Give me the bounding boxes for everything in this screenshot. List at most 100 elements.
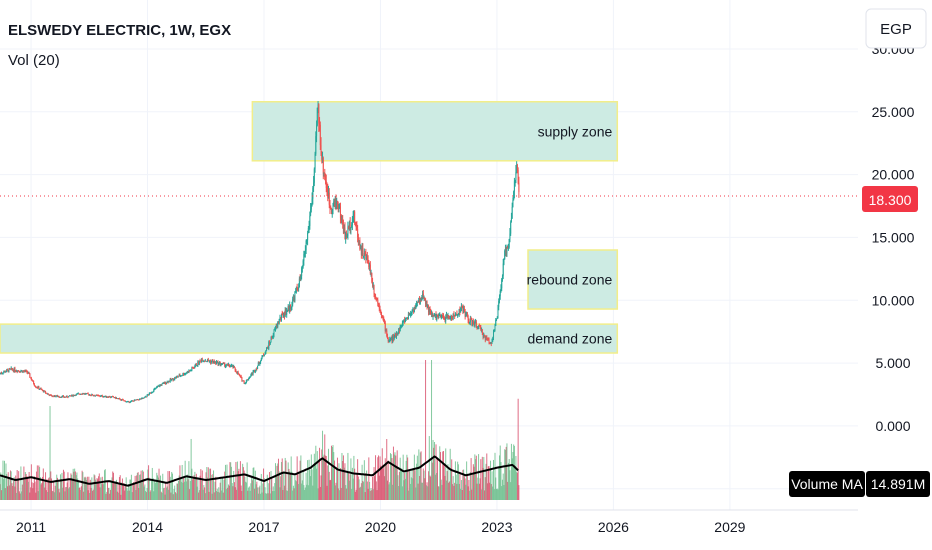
candle-body (180, 375, 182, 377)
volume-bar (487, 483, 489, 500)
candle-body (56, 395, 58, 397)
volume-bar (52, 491, 54, 500)
volume-bar (85, 477, 87, 500)
candle-body (469, 318, 471, 323)
candle-body (430, 311, 432, 314)
candle-body (356, 225, 358, 229)
candle-body (31, 380, 33, 382)
volume-bar (449, 448, 451, 500)
candle-body (416, 302, 418, 304)
candle-body (158, 385, 160, 387)
volume-bar (158, 468, 160, 500)
currency-button[interactable]: EGP (865, 8, 927, 49)
candle-body (466, 312, 468, 315)
candle-body (337, 205, 339, 209)
candle-body (510, 218, 512, 223)
candle-body (93, 395, 95, 397)
volume-bar (160, 491, 162, 500)
volume-ma-badge-value: 14.891M (871, 476, 925, 492)
volume-bar (194, 471, 196, 500)
volume-bar (109, 493, 111, 500)
volume-bar (92, 489, 94, 500)
candle-body (435, 314, 437, 320)
candle-body (121, 399, 123, 401)
candle-body (366, 256, 368, 260)
candle-body (236, 372, 238, 374)
volume-bar (36, 465, 38, 500)
candle-body (400, 326, 402, 328)
volume-bar (391, 458, 393, 500)
volume-bar (274, 483, 276, 500)
volume-bar (224, 464, 226, 500)
volume-bar (160, 475, 162, 500)
volume-bar (489, 482, 491, 500)
candle-body (499, 291, 501, 297)
volume-bar (33, 476, 35, 500)
candle-body (161, 383, 163, 386)
currency-button-label[interactable]: EGP (880, 21, 912, 38)
candle-body (413, 306, 415, 313)
candle-body (204, 360, 206, 362)
candle-body (392, 336, 394, 342)
volume-bar (240, 485, 242, 500)
candle-body (297, 288, 299, 290)
candle-body (100, 395, 102, 397)
volume-bar (444, 475, 446, 500)
volume-bar (425, 485, 427, 500)
candle-body (83, 393, 85, 395)
candle-body (83, 393, 85, 395)
volume-bar (517, 398, 519, 500)
x-tick-label: 2017 (248, 519, 279, 535)
volume-bar (368, 457, 370, 500)
volume-bar (516, 472, 518, 500)
volume-bar (87, 490, 89, 500)
candle-body (410, 314, 412, 316)
volume-bar (142, 470, 144, 500)
volume-bar (416, 463, 418, 500)
currency-button-frame[interactable] (865, 8, 927, 49)
volume-bar (272, 491, 274, 500)
candle-body (365, 253, 367, 260)
candle-body (425, 301, 427, 304)
candle-body (242, 380, 244, 382)
volume-bar (210, 474, 212, 500)
volume-bar (90, 487, 92, 500)
candle-body (274, 328, 276, 331)
candle-body (348, 222, 350, 230)
volume-bar (30, 464, 32, 500)
candle-body (18, 370, 20, 372)
volume-bar (102, 484, 104, 500)
volume-bar (62, 469, 64, 500)
volume-bar (375, 481, 377, 500)
candle-body (272, 337, 274, 339)
candle-body (454, 315, 456, 317)
candle-body (28, 372, 30, 374)
volume-bar (334, 485, 336, 500)
x-axis[interactable]: 2011 2014 2017 2020 2023 2026 2029 (16, 519, 746, 535)
candle-body (266, 347, 268, 351)
candle-body (488, 339, 490, 343)
candle-body (480, 327, 482, 330)
indicator-label[interactable]: Vol (20) (8, 52, 60, 69)
candle-body (407, 314, 409, 320)
candle-body (118, 398, 120, 400)
candle-body (394, 333, 396, 337)
volume-bar (446, 471, 448, 500)
volume-bar (423, 470, 425, 500)
volume-bar (369, 481, 371, 500)
volume-bar (7, 472, 9, 500)
volume-bar (71, 479, 73, 500)
candle-body (453, 313, 455, 316)
candle-body (469, 322, 471, 324)
candle-body (160, 384, 162, 386)
volume-bar (393, 454, 395, 500)
volume-bar (307, 460, 309, 500)
candle-body (477, 326, 479, 328)
volume-bar (4, 488, 6, 500)
volume-bar (366, 470, 368, 500)
volume-bar (28, 471, 30, 500)
volume-bar (154, 483, 156, 500)
candle-body (327, 190, 329, 198)
candle-body (410, 313, 412, 315)
